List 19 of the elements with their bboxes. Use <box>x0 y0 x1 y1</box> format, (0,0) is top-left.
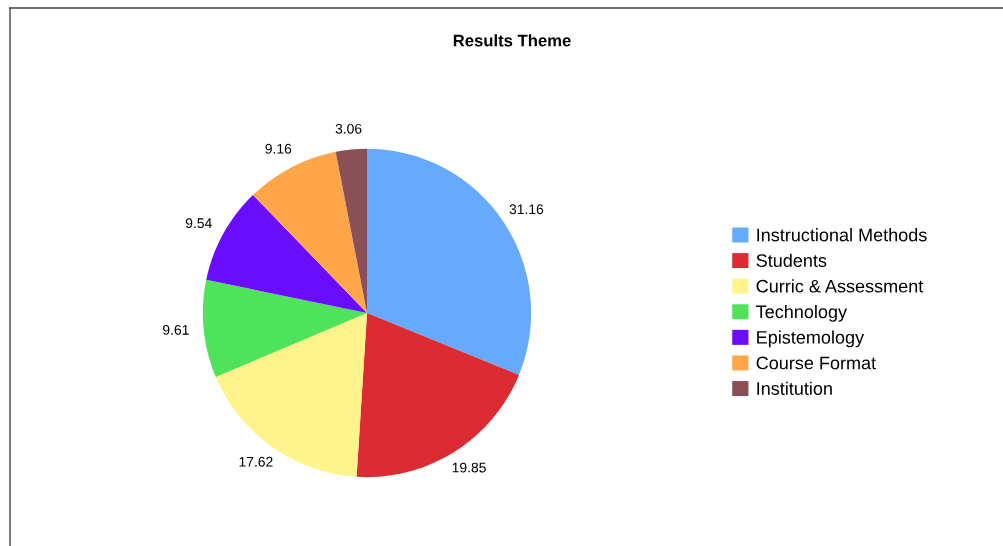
data-label: 31.16 <box>509 204 544 215</box>
pie-slice <box>356 313 520 478</box>
legend-label: Curric & Assessment <box>756 279 924 293</box>
pie-slice <box>202 279 367 377</box>
legend-label: Course Format <box>756 356 876 370</box>
data-label: 9.16 <box>265 143 292 154</box>
pie-slice <box>335 148 367 313</box>
legend-label: Epistemology <box>757 330 865 348</box>
chart-title: Results Theme <box>453 34 571 47</box>
legend-label: Institution <box>757 381 832 395</box>
legend-label: Students <box>756 253 827 267</box>
legend-label: Technology <box>756 304 847 322</box>
legend-label: Instructional Methods <box>757 228 927 242</box>
data-label: 9.54 <box>185 218 212 229</box>
data-label: 17.62 <box>239 456 273 467</box>
pie-slice <box>215 313 367 477</box>
data-label: 3.06 <box>335 123 362 134</box>
data-label: 9.61 <box>163 324 189 335</box>
data-label: 19.85 <box>452 462 486 473</box>
